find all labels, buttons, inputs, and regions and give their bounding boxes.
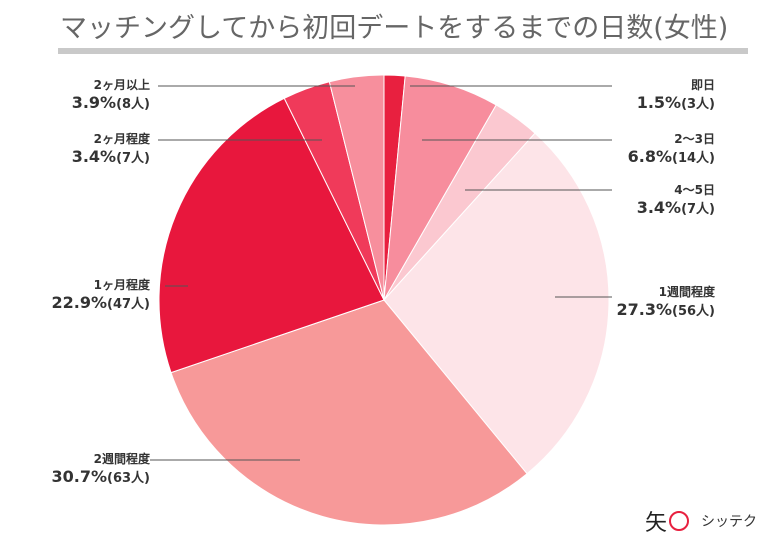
logo-mark: 矢 — [645, 511, 668, 536]
logo-text: シッテク — [701, 514, 758, 530]
pie-slice — [170, 299, 528, 526]
pie-slice — [328, 74, 385, 301]
slice-count: (47人) — [107, 297, 150, 312]
slice-count: (56人) — [672, 304, 715, 319]
pie-slice — [383, 132, 610, 475]
slice-name: 1週間程度 — [658, 285, 715, 299]
logo: 矢 シッテク — [645, 505, 757, 537]
slice-name: 2ヶ月程度 — [93, 132, 150, 146]
slice-label: 1ヶ月程度 22.9%(47人) — [40, 278, 151, 313]
slice-count: (63人) — [107, 471, 150, 486]
chart-title: マッチングしてから初回デートをするまでの日数(女性) — [60, 13, 729, 44]
slice-name: 2週間程度 — [93, 452, 150, 466]
slice-count: (3人) — [681, 97, 715, 112]
slice-label: 4〜5日 3.4%(7人) — [637, 183, 715, 218]
title-divider — [58, 48, 748, 54]
slice-percent: 3.9% — [71, 93, 117, 112]
slice-count: (7人) — [681, 202, 715, 217]
slice-percent: 30.7% — [51, 467, 108, 486]
slice-name: 即日 — [690, 78, 715, 92]
slice-percent: 3.4% — [71, 147, 117, 166]
slice-count: (7人) — [116, 151, 150, 166]
slice-percent: 22.9% — [51, 293, 108, 312]
slice-percent: 27.3% — [616, 300, 673, 319]
slice-label: 1週間程度 27.3%(56人) — [617, 285, 716, 320]
pie-slice — [158, 97, 385, 374]
slice-count: (14人) — [672, 151, 715, 166]
logo-face-icon — [669, 511, 690, 531]
slice-name: 2ヶ月以上 — [93, 78, 150, 92]
slice-label: 2ヶ月程度 3.4%(7人) — [40, 132, 150, 167]
slice-label: 2ヶ月以上 3.9%(8人) — [40, 78, 150, 113]
slice-percent: 6.8% — [627, 147, 673, 166]
slice-label: 即日 1.5%(3人) — [637, 78, 715, 113]
slice-name: 2〜3日 — [674, 132, 715, 146]
slice-name: 4〜5日 — [674, 183, 715, 197]
slice-percent: 3.4% — [636, 198, 682, 217]
slice-label: 2〜3日 6.8%(14人) — [628, 132, 715, 167]
slice-count: (8人) — [116, 97, 150, 112]
slice-name: 1ヶ月程度 — [93, 278, 150, 292]
slice-label: 2週間程度 30.7%(63人) — [40, 452, 151, 487]
slice-percent: 1.5% — [636, 93, 682, 112]
